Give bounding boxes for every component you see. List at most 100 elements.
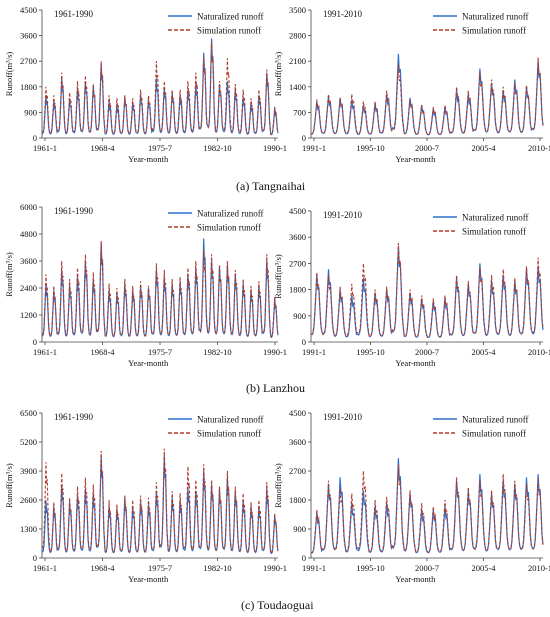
caption-a-text: Tangnaihai [249, 179, 306, 193]
x-tick-label: 2010-1 [528, 347, 550, 357]
x-tick-label: 2000-7 [415, 143, 439, 153]
y-tick-label: 0 [33, 133, 37, 143]
y-tick-label: 2700 [289, 258, 306, 268]
legend-simulation-label: Simulation runoff [462, 429, 526, 439]
y-tick-label: 900 [24, 107, 37, 117]
x-tick-label: 1982-10 [203, 563, 231, 573]
y-tick-label: 1200 [20, 310, 37, 320]
x-axis-title: Year-month [128, 574, 169, 584]
y-axis-title: Runoff(m³/s) [273, 463, 283, 508]
chart-panel: 0 900 1800 2700 3600 4500 1991-1 1995-10 2000-7 2… [273, 408, 550, 584]
y-axis-title: Runoff(m³/s) [4, 52, 14, 97]
x-tick-label: 1982-10 [203, 143, 231, 153]
y-tick-label: 0 [33, 337, 37, 347]
x-tick-label: 2005-4 [471, 347, 496, 357]
y-tick-label: 2700 [20, 56, 37, 66]
y-tick-label: 1800 [289, 495, 306, 505]
y-tick-label: 5200 [20, 437, 37, 447]
y-tick-label: 2700 [289, 466, 306, 476]
x-tick-label: 1991-1 [302, 563, 326, 573]
period-label: 1991-2010 [323, 210, 362, 220]
y-tick-label: 6000 [20, 202, 37, 212]
caption-b: (b) Lanzhou [246, 381, 305, 396]
y-tick-label: 3600 [289, 232, 306, 242]
legend-simulation-label: Simulation runoff [462, 227, 526, 237]
x-tick-label: 1961-1 [33, 143, 57, 153]
caption-b-text: Lanzhou [260, 381, 305, 395]
x-tick-label: 1990-1 [263, 143, 287, 153]
period-label: 1961-1990 [54, 206, 93, 216]
x-tick-label: 1961-1 [33, 563, 57, 573]
y-tick-label: 4800 [20, 229, 37, 239]
naturalized-runoff-line [310, 53, 544, 136]
x-tick-label: 1968-4 [90, 347, 115, 357]
legend-simulation-label: Simulation runoff [197, 223, 261, 233]
caption-c-prefix: (c) [241, 598, 255, 612]
legend-simulation-label: Simulation runoff [462, 26, 526, 36]
x-tick-label: 1990-1 [263, 563, 287, 573]
legend-simulation-label: Simulation runoff [197, 26, 261, 36]
y-tick-label: 0 [302, 337, 306, 347]
caption-a-prefix: (a) [236, 179, 250, 193]
x-axis-title: Year-month [128, 154, 169, 164]
y-tick-label: 0 [33, 553, 37, 563]
x-tick-label: 1975-7 [148, 143, 172, 153]
chart-panel: 0 1200 2400 3600 4800 6000 1961-1 1968-4 1975-7 1… [4, 202, 287, 368]
y-tick-label: 3900 [20, 466, 37, 476]
x-tick-label: 1968-4 [90, 143, 115, 153]
x-tick-label: 2000-7 [415, 347, 439, 357]
legend-naturalized-label: Naturalized runoff [197, 12, 264, 22]
simulation-runoff-line [310, 242, 544, 338]
legend-naturalized-label: Naturalized runoff [462, 213, 529, 223]
simulation-runoff-line [310, 57, 544, 136]
y-tick-label: 700 [293, 107, 306, 117]
x-tick-label: 2005-4 [471, 563, 496, 573]
y-axis-title: Runoff(m³/s) [4, 252, 14, 297]
y-tick-label: 3600 [20, 256, 37, 266]
simulation-runoff-line [41, 41, 279, 136]
x-tick-label: 1991-1 [302, 347, 326, 357]
y-axis-title: Runoff(m³/s) [273, 52, 283, 97]
chart-panel: 0 900 1800 2700 3600 4500 1991-1 1995-10 2000-7 2… [273, 206, 550, 368]
x-tick-label: 2010-1 [528, 143, 550, 153]
legend-naturalized-label: Naturalized runoff [462, 415, 529, 425]
simulation-runoff-line [41, 448, 279, 554]
caption-c: (c) Toudaoguai [241, 598, 314, 613]
y-tick-label: 0 [302, 553, 306, 563]
y-tick-label: 3600 [20, 31, 37, 41]
y-tick-label: 1800 [20, 82, 37, 92]
chart-panel: 0 900 1800 2700 3600 4500 1961-1 1968-4 1975-7 19… [4, 5, 287, 164]
x-tick-label: 1990-1 [263, 347, 287, 357]
y-axis-title: Runoff(m³/s) [4, 463, 14, 508]
naturalized-runoff-line [310, 245, 544, 339]
x-tick-label: 1995-10 [356, 563, 384, 573]
y-tick-label: 2400 [20, 283, 37, 293]
legend-naturalized-label: Naturalized runoff [462, 12, 529, 22]
x-tick-label: 2010-1 [528, 563, 550, 573]
x-tick-label: 1975-7 [148, 563, 172, 573]
x-axis-title: Year-month [395, 358, 436, 368]
x-tick-label: 1995-10 [356, 347, 384, 357]
y-tick-label: 0 [302, 133, 306, 143]
x-tick-label: 1975-7 [148, 347, 172, 357]
chart-panel: 0 1300 2600 3900 5200 6500 1961-1 1968-4 1975-7 1… [4, 408, 287, 584]
period-label: 1991-2010 [323, 412, 362, 422]
legend-naturalized-label: Naturalized runoff [197, 415, 264, 425]
y-tick-label: 3600 [289, 437, 306, 447]
y-tick-label: 4500 [20, 5, 37, 15]
caption-c-text: Toudaoguai [254, 598, 314, 612]
y-axis-title: Runoff(m³/s) [273, 254, 283, 299]
x-axis-title: Year-month [395, 574, 436, 584]
x-axis-title: Year-month [395, 154, 436, 164]
y-tick-label: 1400 [289, 82, 306, 92]
y-tick-label: 3500 [289, 5, 306, 15]
y-tick-label: 2600 [20, 495, 37, 505]
x-tick-label: 1982-10 [203, 347, 231, 357]
y-tick-label: 6500 [20, 408, 37, 418]
y-tick-label: 2800 [289, 31, 306, 41]
x-tick-label: 1961-1 [33, 347, 57, 357]
y-tick-label: 4500 [289, 206, 306, 216]
simulation-runoff-line [41, 240, 279, 338]
period-label: 1961-1990 [54, 412, 93, 422]
